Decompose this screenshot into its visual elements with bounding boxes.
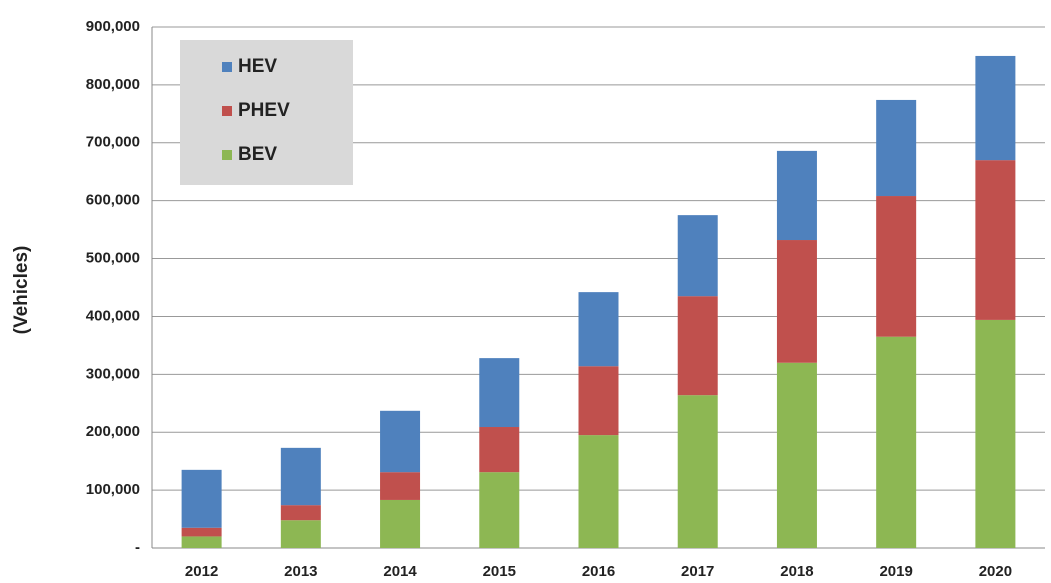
x-tick-label: 2012: [185, 563, 218, 580]
y-tick-label: 200,000: [86, 423, 140, 440]
bar-segment: [578, 366, 619, 436]
legend-box: [180, 40, 353, 185]
legend-swatch: [222, 62, 232, 72]
legend-label: PHEV: [238, 100, 290, 121]
bar-segment: [280, 447, 321, 506]
bar-segment: [876, 336, 917, 548]
legend-swatch: [222, 106, 232, 116]
x-tick-label: 2015: [483, 563, 516, 580]
x-tick-label: 2017: [681, 563, 714, 580]
x-tick-label: 2018: [780, 563, 813, 580]
legend-label: HEV: [238, 56, 277, 77]
bar-segment: [578, 435, 619, 548]
y-tick-label: 300,000: [86, 365, 140, 382]
y-tick-label: 900,000: [86, 18, 140, 35]
x-tick-label: 2019: [879, 563, 912, 580]
y-axis-label: (Vehicles): [11, 246, 32, 335]
bar-segment: [677, 395, 718, 548]
bar-segment: [280, 505, 321, 521]
x-tick-label: 2014: [383, 563, 417, 580]
y-tick-label: 400,000: [86, 307, 140, 324]
bar-segment: [479, 472, 520, 548]
bar-segment: [578, 292, 619, 367]
bar-segment: [181, 469, 222, 528]
x-tick-label: 2013: [284, 563, 317, 580]
bar-segment: [876, 196, 917, 337]
bar-segment: [876, 99, 917, 197]
y-tick-label: 700,000: [86, 134, 140, 151]
bar-segment: [677, 215, 718, 297]
bar-segment: [776, 362, 817, 548]
bar-segment: [975, 55, 1016, 161]
bar-segment: [975, 160, 1016, 320]
bar-segment: [479, 358, 520, 428]
bar-segment: [380, 410, 421, 473]
x-tick-label: 2020: [979, 563, 1012, 580]
legend-label: BEV: [238, 144, 277, 165]
legend-swatch: [222, 150, 232, 160]
y-tick-label: 500,000: [86, 250, 140, 267]
bar-segment: [776, 150, 817, 241]
bar-segment: [280, 520, 321, 548]
bar-segment: [975, 319, 1016, 548]
bar-segment: [380, 472, 421, 500]
y-tick-label: 100,000: [86, 481, 140, 498]
bar-segment: [479, 427, 520, 473]
y-tick-label: 800,000: [86, 76, 140, 93]
x-tick-label: 2016: [582, 563, 615, 580]
bar-segment: [776, 240, 817, 363]
y-tick-label: -: [135, 539, 140, 556]
bar-segment: [181, 527, 222, 537]
bar-segment: [380, 499, 421, 548]
y-tick-label: 600,000: [86, 192, 140, 209]
bar-segment: [677, 296, 718, 396]
bar-segment: [181, 536, 222, 548]
